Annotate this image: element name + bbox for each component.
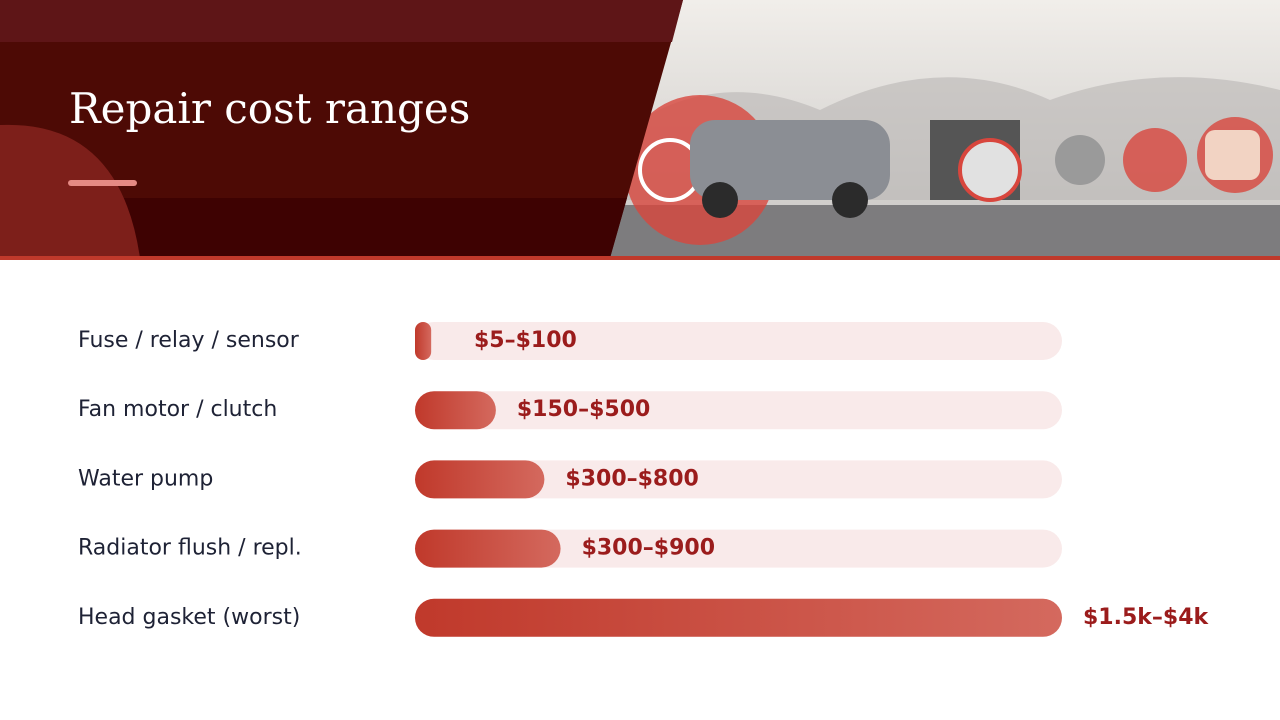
title-accent [68,180,137,186]
bar-track [415,322,1062,360]
value-label: $300–$900 [582,536,715,561]
header-shape [0,124,140,259]
value-label: $300–$800 [565,466,698,491]
value-label: $1.5k–$4k [1083,605,1210,630]
header-band [0,198,627,258]
header-rule [0,256,1280,260]
bar [415,529,561,568]
bar-track [415,391,1062,430]
y-tick-label: Head gasket (worst) [78,605,300,630]
header-panel [0,0,683,258]
bar [415,391,496,430]
bar-track [415,529,1062,568]
bar-track [415,460,1062,499]
chart-title: Repair cost ranges [69,84,470,133]
value-label: $150–$500 [517,397,650,422]
value-label: $5–$100 [474,328,577,353]
header-band [0,0,683,42]
header-image [600,0,1280,258]
y-tick-label: Radiator flush / repl. [78,536,302,561]
bar [415,322,432,360]
y-tick-label: Water pump [78,466,213,491]
y-tick-label: Fuse / relay / sensor [78,328,300,353]
y-tick-label: Fan motor / clutch [78,397,277,422]
bar [415,598,1062,637]
bar [415,460,545,499]
